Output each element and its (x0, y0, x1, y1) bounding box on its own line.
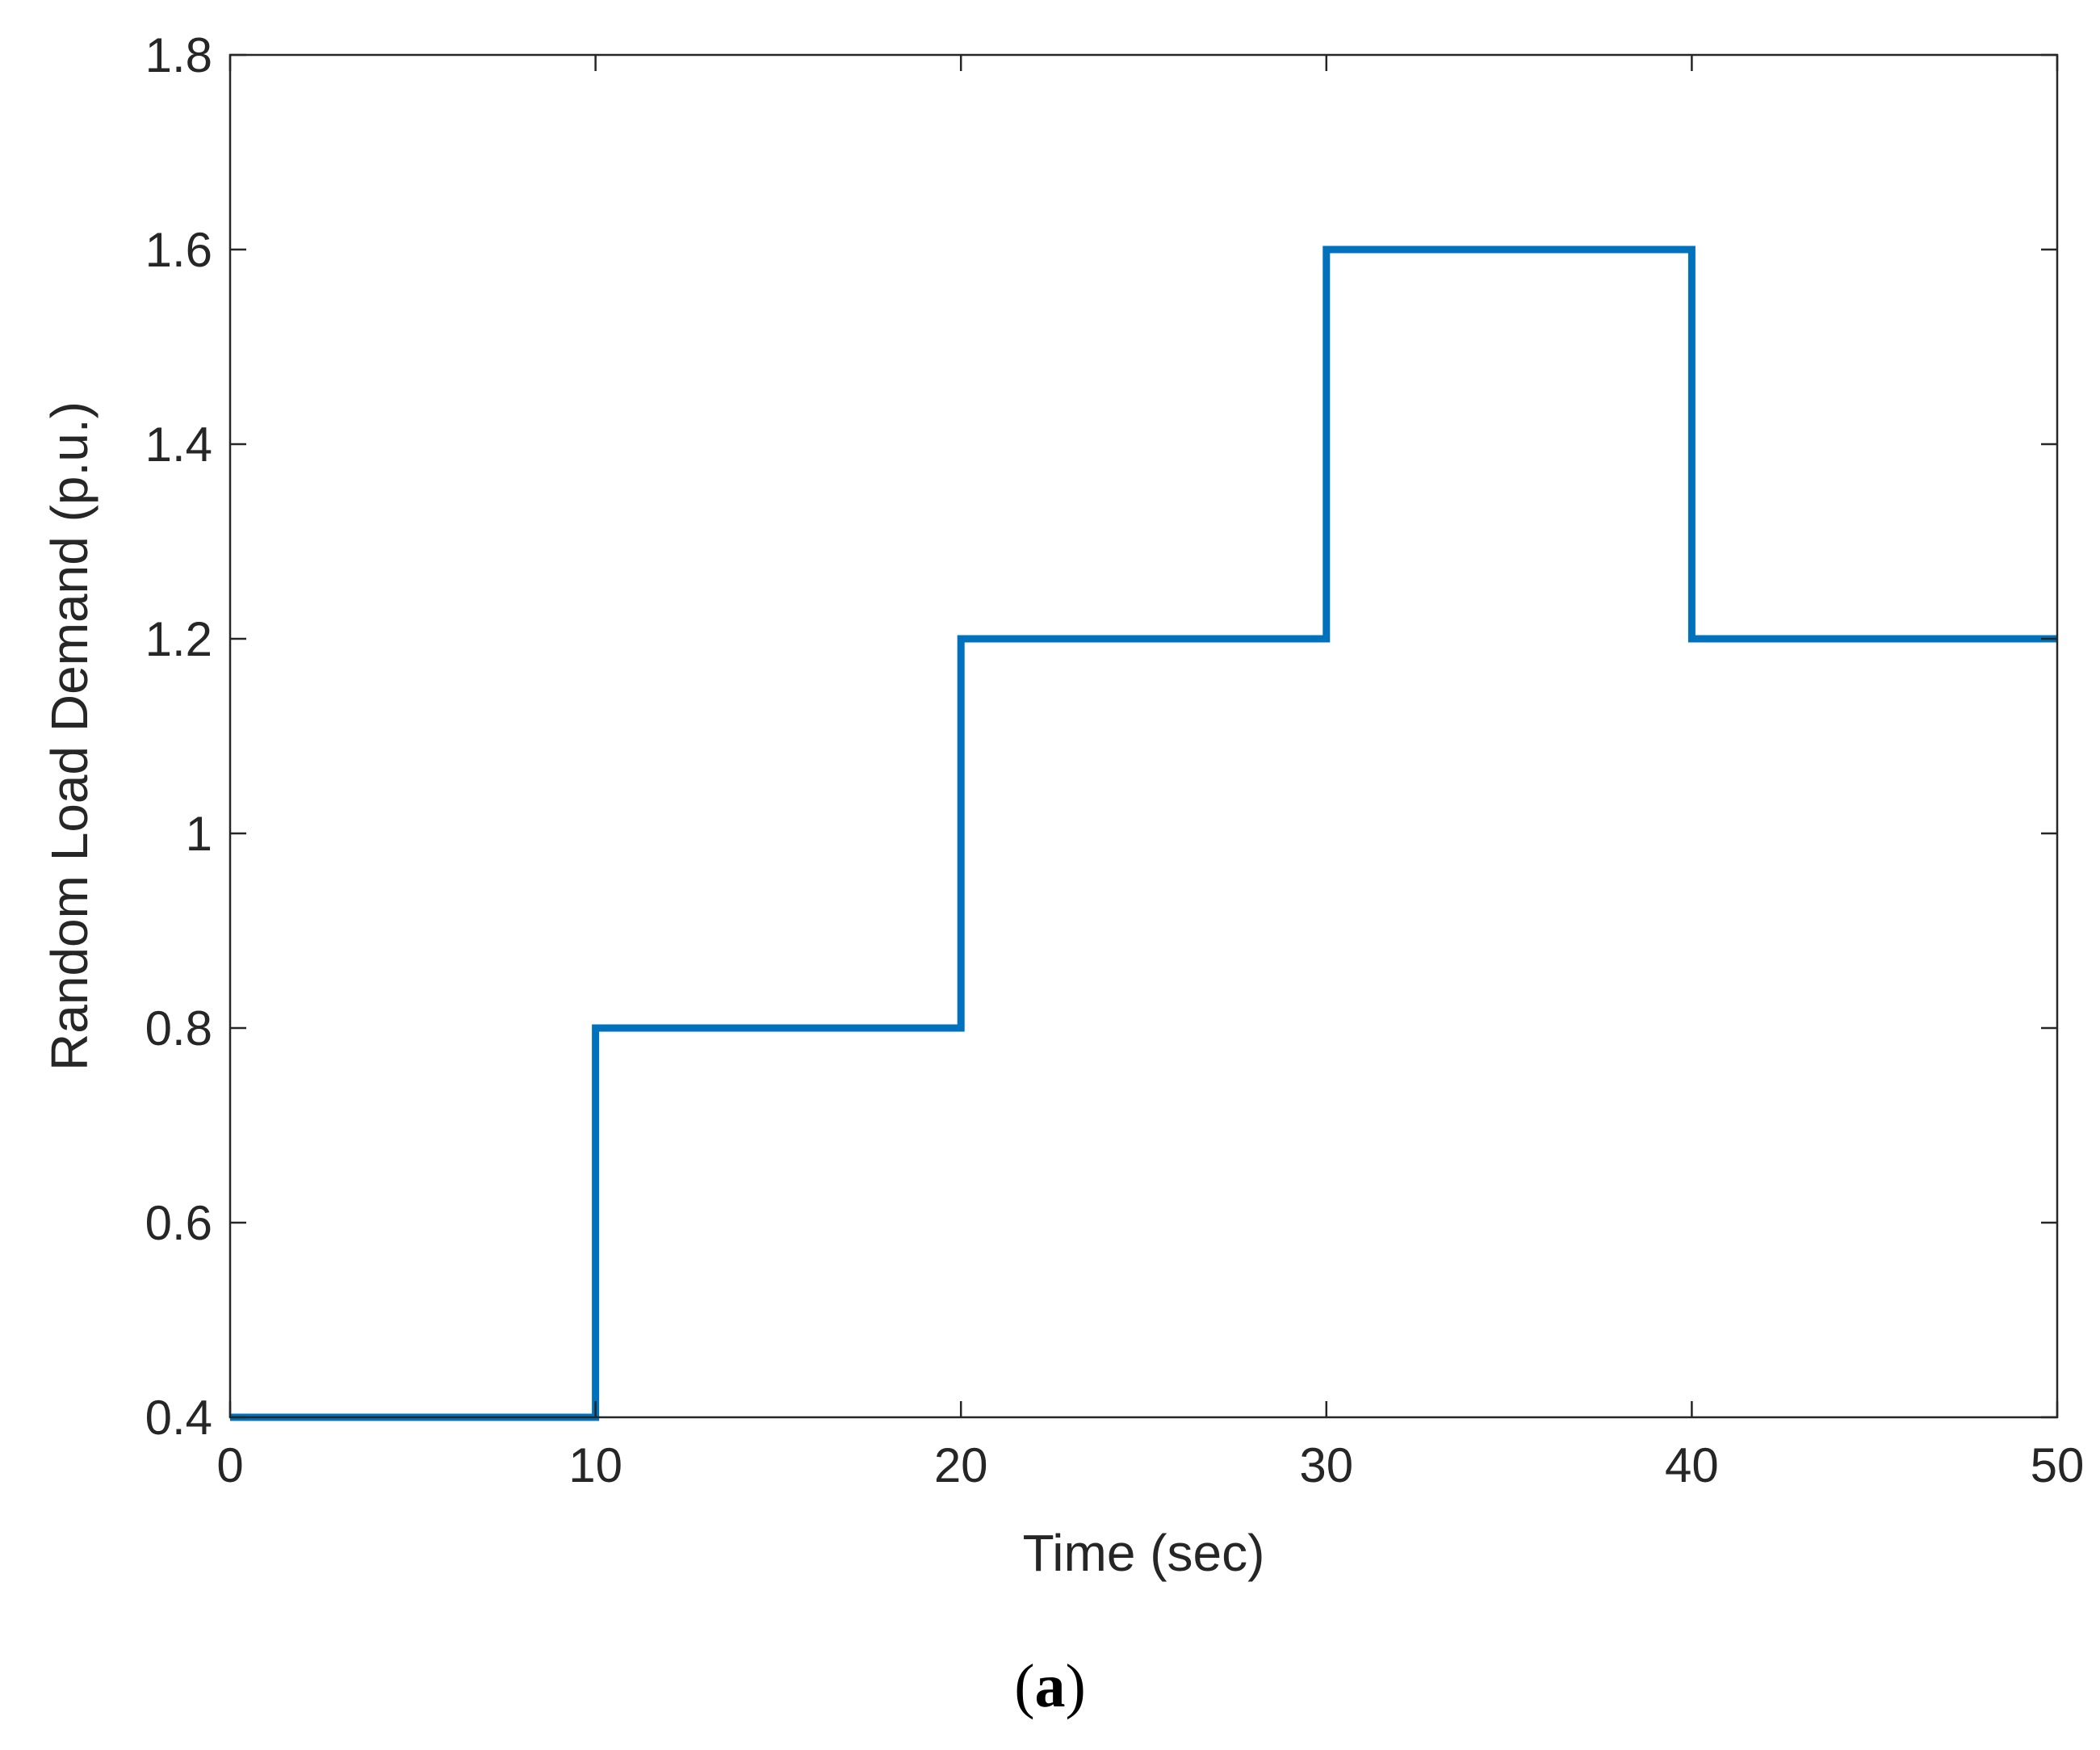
caption-letter: a (1034, 1652, 1066, 1720)
plot-background (230, 55, 2057, 1417)
y-tick-label: 1.4 (145, 418, 212, 472)
x-tick-label: 50 (2031, 1438, 2085, 1492)
series-layer (230, 246, 2057, 1421)
y-tick-label: 1.2 (145, 612, 212, 666)
y-tick-label: 1 (186, 807, 212, 861)
x-tick-label: 40 (1665, 1438, 1719, 1492)
x-axis-label: Time (sec) (1023, 1524, 1265, 1582)
x-tick-label: 0 (216, 1438, 243, 1492)
y-tick-label: 1.8 (145, 28, 212, 82)
y-axis-label: Random Load Demand (p.u.) (40, 401, 99, 1071)
y-tick-label: 0.6 (145, 1196, 212, 1250)
x-tick-label: 10 (568, 1438, 622, 1492)
y-tick-label: 0.4 (145, 1391, 212, 1445)
x-tick-label: 30 (1299, 1438, 1353, 1492)
y-tick-label: 1.6 (145, 223, 212, 277)
plot-area (230, 55, 2057, 1417)
y-tick-label: 0.8 (145, 1001, 212, 1055)
axis-labels: 0 10 20 30 40 50 0.4 0.6 0.8 1 1.2 1.4 1.6 1.8 Time (s… (40, 28, 2084, 1582)
series-line-0 (230, 246, 2057, 1421)
figure-caption: (a) (0, 1651, 2100, 1722)
axes-box (228, 53, 2059, 1419)
caption-open: ( (1014, 1652, 1035, 1720)
axes-layer (228, 53, 2059, 1419)
x-tick-label: 20 (934, 1438, 988, 1492)
caption-close: ) (1065, 1652, 1086, 1720)
